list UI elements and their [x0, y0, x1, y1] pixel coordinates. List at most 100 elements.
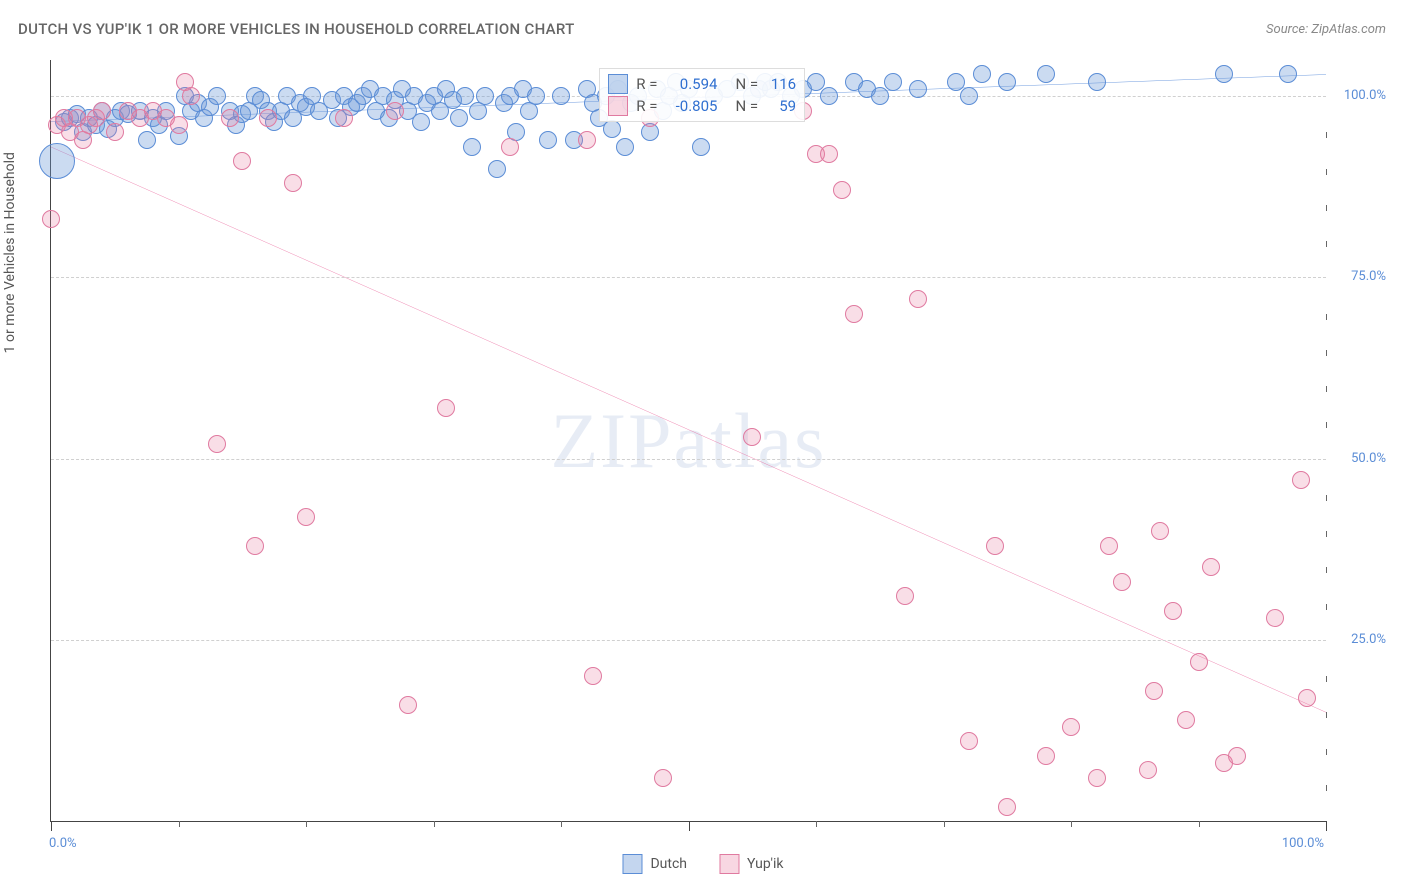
scatter-point-yupik: [1037, 747, 1055, 765]
scatter-point-dutch: [138, 131, 156, 149]
legend-swatch: [608, 96, 628, 116]
scatter-point-dutch: [692, 138, 710, 156]
trendline-yupik: [51, 147, 1326, 712]
scatter-point-dutch: [998, 73, 1016, 91]
scatter-point-dutch: [1215, 65, 1233, 83]
y-tick-minor: [1326, 676, 1327, 682]
n-label: N =: [735, 75, 758, 93]
scatter-point-yupik: [1145, 682, 1163, 700]
scatter-point-yupik: [1202, 558, 1220, 576]
legend-swatch: [719, 854, 739, 874]
scatter-point-yupik: [170, 116, 188, 134]
scatter-point-dutch: [208, 87, 226, 105]
scatter-point-dutch: [476, 87, 494, 105]
y-tick-minor: [1326, 785, 1327, 791]
scatter-point-yupik: [1177, 711, 1195, 729]
r-label: R =: [636, 75, 657, 93]
scatter-point-dutch: [603, 120, 621, 138]
y-tick-minor: [1326, 495, 1327, 501]
scatter-point-dutch: [552, 87, 570, 105]
scatter-point-yupik: [221, 109, 239, 127]
scatter-point-yupik: [845, 305, 863, 323]
y-tick-minor: [1326, 132, 1327, 138]
x-tick-minor: [434, 821, 435, 827]
scatter-point-yupik: [578, 131, 596, 149]
scatter-point-yupik: [501, 138, 519, 156]
x-tick-label: 0.0%: [49, 836, 77, 851]
scatter-point-yupik: [909, 290, 927, 308]
y-tick-label: 25.0%: [1351, 632, 1386, 647]
y-tick-minor: [1326, 241, 1327, 247]
y-tick-minor: [1326, 749, 1327, 755]
scatter-point-yupik: [1298, 689, 1316, 707]
y-tick-minor: [1326, 350, 1327, 356]
legend-swatch: [608, 74, 628, 94]
scatter-point-yupik: [1228, 747, 1246, 765]
r-label: R =: [636, 97, 657, 115]
scatter-point-yupik: [584, 667, 602, 685]
plot-area: ZIPatlas 25.0%50.0%75.0%100.0%0.0%100.0%…: [50, 60, 1326, 822]
y-tick-minor: [1326, 169, 1327, 175]
scatter-point-yupik: [1113, 573, 1131, 591]
scatter-point-yupik: [246, 537, 264, 555]
legend-stats-row: R =-0.805N =59: [608, 95, 796, 117]
x-tick-major: [51, 821, 52, 831]
scatter-point-yupik: [1100, 537, 1118, 555]
scatter-point-dutch: [488, 160, 506, 178]
scatter-point-dutch: [463, 138, 481, 156]
trend-lines-layer: [51, 60, 1326, 821]
scatter-point-yupik: [1088, 769, 1106, 787]
legend-swatch: [622, 854, 642, 874]
scatter-point-yupik: [986, 537, 1004, 555]
chart-container: DUTCH VS YUP'IK 1 OR MORE VEHICLES IN HO…: [0, 0, 1406, 892]
scatter-point-yupik: [42, 210, 60, 228]
legend-stats-box: R =0.594N =116R =-0.805N =59: [599, 68, 805, 122]
scatter-point-dutch: [527, 87, 545, 105]
scatter-point-dutch: [39, 143, 75, 179]
scatter-point-dutch: [884, 73, 902, 91]
scatter-point-yupik: [437, 399, 455, 417]
scatter-point-yupik: [1190, 653, 1208, 671]
scatter-point-dutch: [616, 138, 634, 156]
scatter-point-dutch: [450, 109, 468, 127]
scatter-point-yupik: [297, 508, 315, 526]
scatter-point-yupik: [399, 696, 417, 714]
scatter-point-yupik: [743, 428, 761, 446]
y-tick-label: 75.0%: [1351, 269, 1386, 284]
x-tick-minor: [561, 821, 562, 827]
scatter-point-dutch: [1279, 65, 1297, 83]
scatter-point-dutch: [960, 87, 978, 105]
scatter-point-yupik: [233, 152, 251, 170]
bottom-legend-item: Dutch: [622, 854, 687, 874]
n-value: 116: [766, 75, 796, 93]
n-label: N =: [735, 97, 758, 115]
x-tick-minor: [179, 821, 180, 827]
scatter-point-yupik: [259, 109, 277, 127]
y-tick-minor: [1326, 386, 1327, 392]
scatter-point-yupik: [1062, 718, 1080, 736]
scatter-point-yupik: [833, 181, 851, 199]
scatter-point-dutch: [807, 73, 825, 91]
scatter-point-yupik: [106, 123, 124, 141]
scatter-point-yupik: [208, 435, 226, 453]
legend-stats-row: R =0.594N =116: [608, 73, 796, 95]
x-tick-major: [1326, 821, 1327, 831]
scatter-point-dutch: [1088, 73, 1106, 91]
gridline-h: [51, 459, 1326, 460]
scatter-point-yupik: [93, 102, 111, 120]
legend-label: Dutch: [650, 856, 687, 872]
scatter-point-yupik: [1164, 602, 1182, 620]
x-tick-minor: [1071, 821, 1072, 827]
scatter-point-dutch: [820, 87, 838, 105]
scatter-point-yupik: [820, 145, 838, 163]
x-tick-minor: [306, 821, 307, 827]
y-tick-label: 50.0%: [1351, 451, 1386, 466]
scatter-point-dutch: [539, 131, 557, 149]
scatter-point-dutch: [909, 80, 927, 98]
y-tick-minor: [1326, 712, 1327, 718]
x-tick-minor: [816, 821, 817, 827]
chart-title: DUTCH VS YUP'IK 1 OR MORE VEHICLES IN HO…: [18, 20, 575, 38]
scatter-point-yupik: [654, 769, 672, 787]
y-tick-minor: [1326, 422, 1327, 428]
y-tick-minor: [1326, 531, 1327, 537]
